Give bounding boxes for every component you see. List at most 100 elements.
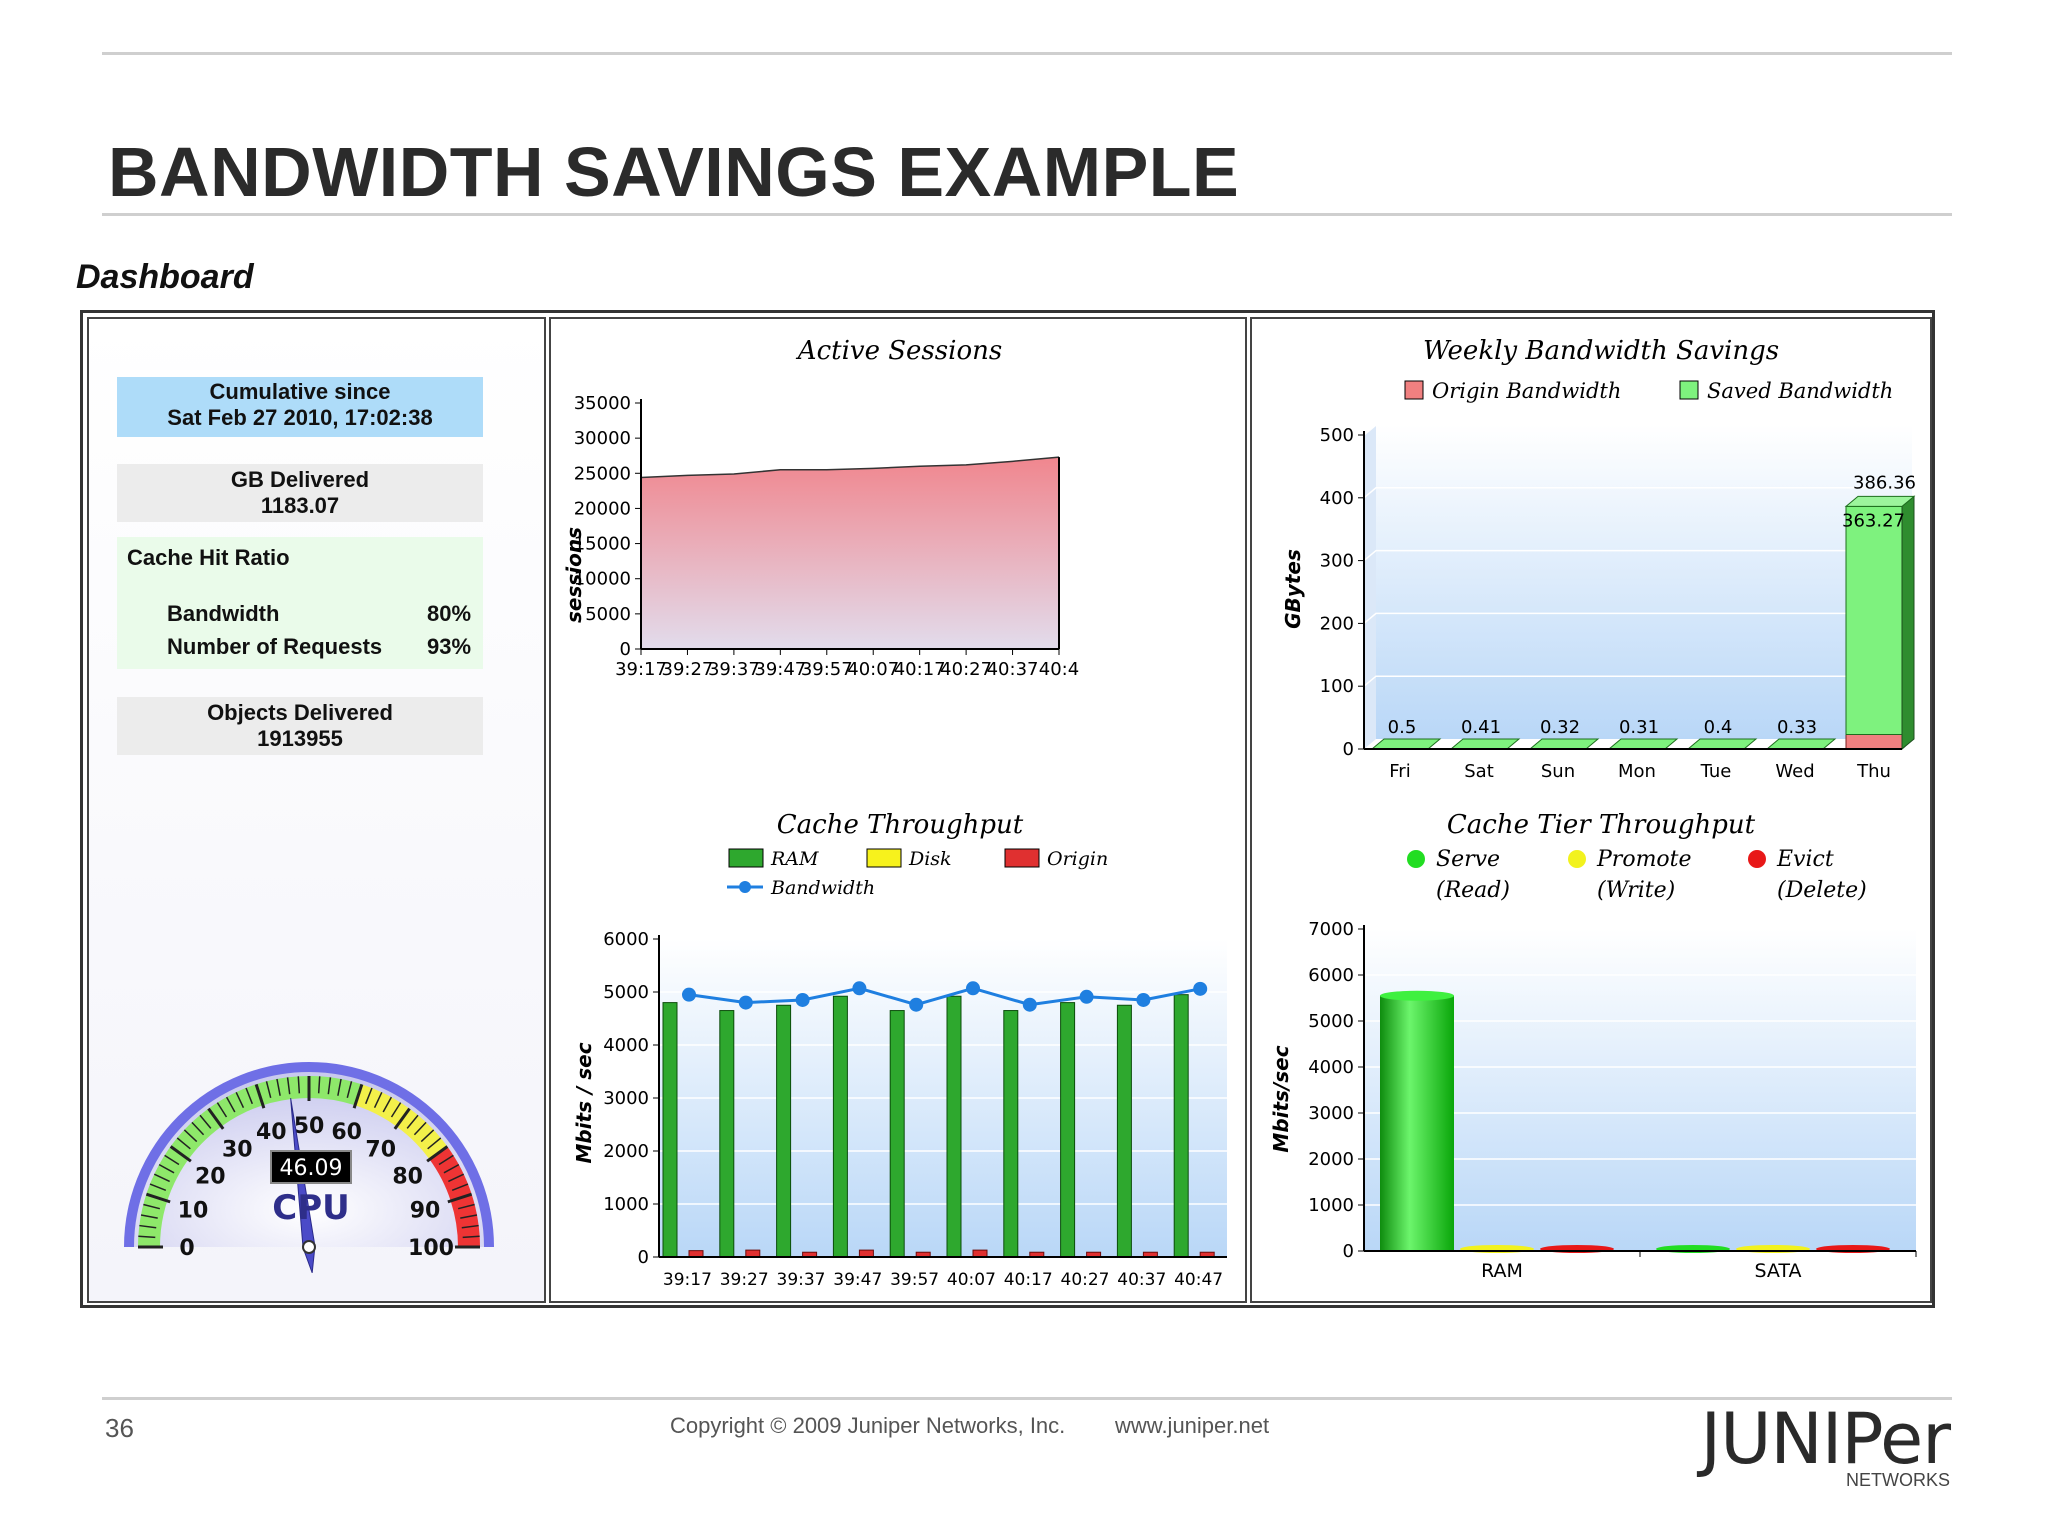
gauge-minor-tick [245,1087,254,1105]
wb-side-wall [1364,425,1376,749]
ct-bandwidth-point [966,981,980,996]
gauge-minor-tick [460,1214,478,1219]
gauge-minor-tick [337,1078,342,1096]
ct-bandwidth-point [1136,992,1151,1007]
dashboard-frame: Cumulative since Sat Feb 27 2010, 17:02:… [80,310,1935,1308]
ct-ytick-label: 5000 [603,982,649,1003]
gauge-minor-tick [138,1235,156,1239]
ct-bar-ram [662,1002,678,1258]
juniper-logo-sub: NETWORKS [1845,1470,1950,1490]
gauge-tick-label: 90 [410,1198,441,1223]
page-number: 36 [105,1413,134,1443]
ct-bandwidth-point [1022,997,1037,1012]
gauge-minor-tick [364,1087,373,1105]
gauge-minor-tick [406,1114,419,1129]
gauge-tick-label: 70 [365,1137,396,1162]
ct-bar-ram [1003,1010,1019,1258]
tier-ytick-label: 3000 [1308,1103,1354,1124]
wb-gridline [1363,675,1912,687]
wb-bar-side [1901,495,1915,751]
juniper-logo: JUNIPer NETWORKS [1690,1398,1951,1494]
tier-xtick-label: RAM [1481,1260,1523,1282]
gauge-minor-tick [143,1203,161,1210]
gauge-minor-tick [457,1203,475,1210]
cache-tier-chart: Cache Tier Throughput Serve (Read) Promo… [1269,810,1917,1282]
sessions-xtick-label: 39:47 [754,659,806,680]
wb-xtick-label: Sun [1541,761,1575,782]
objects-delivered-box: Objects Delivered 1913955 [117,697,483,755]
sessions-area [641,457,1059,649]
cumulative-box: Cumulative since Sat Feb 27 2010, 17:02:… [117,377,483,437]
sessions-ytick-label: 15000 [574,534,631,555]
wb-data-label: 0.5 [1388,717,1417,738]
ct-bandwidth-point [1079,989,1094,1004]
gauge-tick-label: 10 [178,1198,209,1223]
wb-ytick-label: 100 [1320,676,1354,697]
ct-ytick-label: 2000 [603,1141,649,1162]
gauge-minor-tick [276,1078,281,1096]
wb-legend-saved-swatch [1679,380,1699,400]
wb-xtick-label: Mon [1618,761,1656,782]
gauge-minor-tick [139,1224,157,1229]
gauge-minor-tick [158,1163,175,1174]
gauge-minor-tick [438,1154,454,1166]
sessions-xtick-label: 40:07 [847,659,899,680]
gauge-major-tick [254,1083,266,1109]
ct-legend-origin-swatch [1004,848,1040,868]
gauge-major-tick [426,1145,449,1163]
sessions-xtick-label: 40:37 [987,659,1039,680]
gauge-tick-label: 0 [179,1236,194,1261]
ct-ytick-label: 0 [638,1247,649,1268]
gauge-minor-tick [373,1091,383,1108]
ct-bar-ram [1060,1002,1076,1258]
ct-ytick-label: 6000 [603,929,649,950]
sessions-ytick-label: 5000 [585,604,631,625]
wb-bar-flat [1449,738,1521,750]
wb-legend-saved: Saved Bandwidth [1707,379,1893,403]
sessions-ytick-label: 35000 [574,393,631,414]
tier-ytick-label: 4000 [1308,1057,1354,1078]
wb-bar-origin [1845,733,1903,750]
tier-plot-bg [1364,929,1916,1251]
ct-bandwidth-line [688,986,1201,1007]
gauge-value-box [270,1150,352,1184]
gauge-minor-tick [461,1224,479,1229]
tier-ytick-label: 2000 [1308,1149,1354,1170]
website-link[interactable]: www.juniper.net [1115,1413,1270,1438]
gauge-tick-label: 30 [222,1137,253,1162]
ct-legend-ram-swatch [728,848,764,868]
ct-ytick-label: 1000 [603,1194,649,1215]
tier-cylinder-body [1380,995,1454,1251]
tier-legend-serve-dot [1407,850,1425,868]
ct-xtick-label: 40:47 [1174,1270,1223,1290]
tier-ytick-label: 5000 [1308,1011,1354,1032]
juniper-logo-word: JUNIPer [1700,1398,1951,1480]
gauge-minor-tick [462,1235,480,1239]
wb-bar-flat [1765,738,1837,750]
wb-bar-flat [1607,738,1679,750]
ct-bandwidth-point [1193,981,1208,996]
ct-xtick-label: 40:27 [1061,1270,1110,1290]
chr-requests-label: Number of Requests [167,634,383,659]
ct-ylabel: Mbits / sec [572,1042,596,1163]
ct-bar-ram [946,995,962,1258]
gauge-minor-tick [427,1137,442,1150]
wb-bar-flat [1528,738,1600,750]
ct-xtick-label: 40:17 [1004,1270,1053,1290]
ct-bar-origin [858,1249,874,1258]
gauge-minor-tick [191,1121,205,1136]
sessions-ytick-label: 20000 [574,498,631,519]
wb-xtick-label: Thu [1856,761,1891,782]
ct-ytick-label: 3000 [603,1088,649,1109]
gauge-minor-tick [149,1183,167,1192]
wb-data-label: 0.31 [1619,717,1659,738]
sessions-line [640,456,1060,479]
right-panel: Weekly Bandwidth Savings Origin Bandwidt… [1250,317,1932,1303]
sessions-ylabel: sessions [562,527,586,623]
gauge-minor-tick [413,1121,427,1136]
gauge-minor-tick [225,1096,236,1113]
ct-bar-origin [972,1249,988,1258]
objects-delivered-label: Objects Delivered [207,700,393,725]
gauge-minor-tick [346,1081,353,1099]
